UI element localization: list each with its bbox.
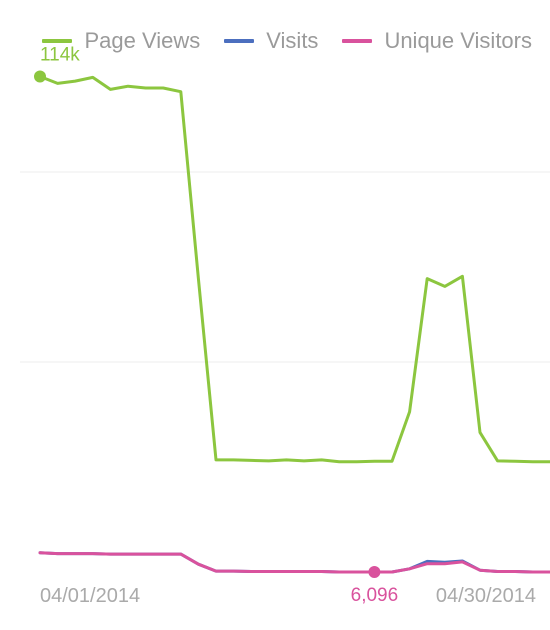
legend-item-visits[interactable]: Visits — [224, 28, 318, 54]
annotations: 114k 6,096 — [34, 45, 398, 606]
legend-label-visits: Visits — [266, 28, 319, 53]
x-tick-label-end: 04/30/2014 — [436, 585, 536, 607]
legend-label-unique-visitors: Unique Visitors — [384, 28, 532, 53]
chart-legend: Page Views Visits Unique Visitors — [40, 28, 532, 54]
legend-swatch-page-views — [42, 39, 73, 43]
x-axis: 04/01/2014 04/30/2014 — [40, 585, 536, 607]
highlight-point-2[interactable] — [368, 566, 381, 579]
legend-swatch-visits — [224, 39, 255, 43]
series-line-page-views[interactable] — [38, 75, 550, 464]
data-label-2: 6,096 — [351, 585, 399, 606]
x-tick-label-start: 04/01/2014 — [40, 585, 140, 607]
legend-item-page-views[interactable]: Page Views — [42, 28, 200, 54]
legend-item-unique-visitors[interactable]: Unique Visitors — [342, 28, 532, 54]
data-label-1: 114k — [40, 45, 80, 66]
legend-swatch-unique-visitors — [342, 39, 373, 43]
highlight-point-1[interactable] — [34, 70, 46, 83]
gridlines — [20, 171, 550, 363]
series-line-unique-visitors[interactable] — [38, 551, 550, 574]
legend-label-page-views: Page Views — [84, 28, 201, 53]
series-lines — [38, 75, 550, 574]
